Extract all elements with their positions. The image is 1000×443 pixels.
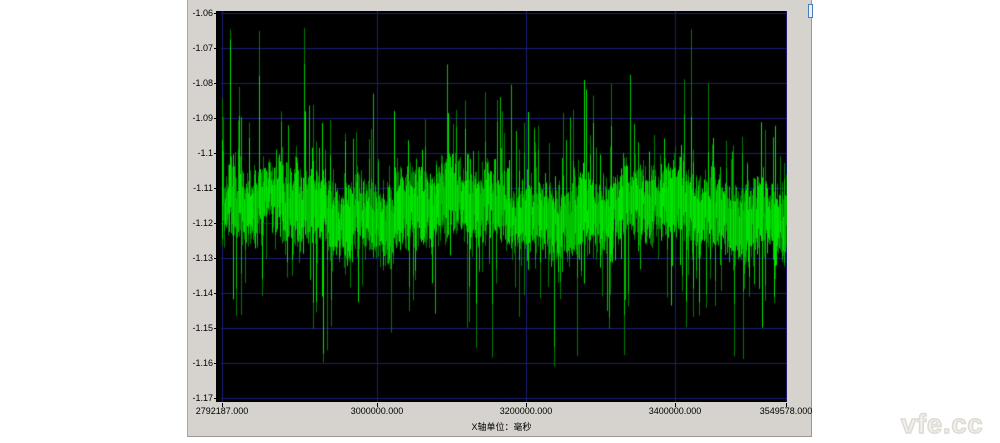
plot-area[interactable]	[216, 11, 787, 402]
y-tick-label: -1.11	[193, 183, 213, 193]
y-tick-label: -1.09	[192, 113, 213, 123]
y-tick-mark	[214, 398, 221, 399]
x-tick-label: 3200000.000	[499, 406, 553, 416]
x-tick-mark	[526, 403, 527, 407]
y-tick-mark	[214, 293, 221, 294]
y-tick-label: -1.13	[192, 253, 213, 263]
x-tick-label: 3000000.000	[350, 406, 404, 416]
y-axis: -1.06 -1.07 -1.08 -1.09 -1.1 -1.11 -1.12 -1.13 -…	[188, 0, 221, 437]
y-tick-mark	[214, 363, 221, 364]
x-axis-unit-label: X轴单位：毫秒	[471, 422, 532, 432]
y-tick-mark	[214, 223, 221, 224]
x-tick-mark	[675, 403, 676, 407]
x-tick-mark	[377, 403, 378, 407]
y-tick-label: -1.17	[192, 393, 213, 403]
x-tick-label: 3549578.000	[759, 406, 813, 416]
y-tick-label: -1.1	[197, 148, 213, 158]
y-tick-label: -1.15	[192, 323, 213, 333]
chart-panel: -1.06 -1.07 -1.08 -1.09 -1.1 -1.11 -1.12 -1.13 -…	[187, 0, 813, 437]
x-tick-mark	[222, 403, 223, 407]
y-tick-mark	[214, 328, 221, 329]
watermark-text: vfe.cc	[900, 408, 984, 440]
y-tick-mark	[214, 13, 221, 14]
y-tick-label: -1.16	[192, 358, 213, 368]
x-tick-label: 3400000.000	[648, 406, 702, 416]
y-tick-label: -1.08	[192, 78, 213, 88]
y-tick-label: -1.12	[192, 218, 213, 228]
y-tick-mark	[214, 48, 221, 49]
y-tick-mark	[214, 258, 221, 259]
x-tick-mark	[786, 403, 787, 407]
y-tick-mark	[214, 188, 221, 189]
x-tick-label: 2792187.000	[195, 406, 249, 416]
mini-scrollbar-icon[interactable]	[808, 4, 813, 18]
y-tick-mark	[214, 83, 221, 84]
y-tick-label: -1.14	[192, 288, 213, 298]
y-tick-mark	[214, 118, 221, 119]
waveform-canvas[interactable]	[216, 11, 787, 402]
y-tick-label: -1.06	[192, 8, 213, 18]
y-tick-label: -1.07	[192, 43, 213, 53]
y-tick-mark	[214, 153, 221, 154]
